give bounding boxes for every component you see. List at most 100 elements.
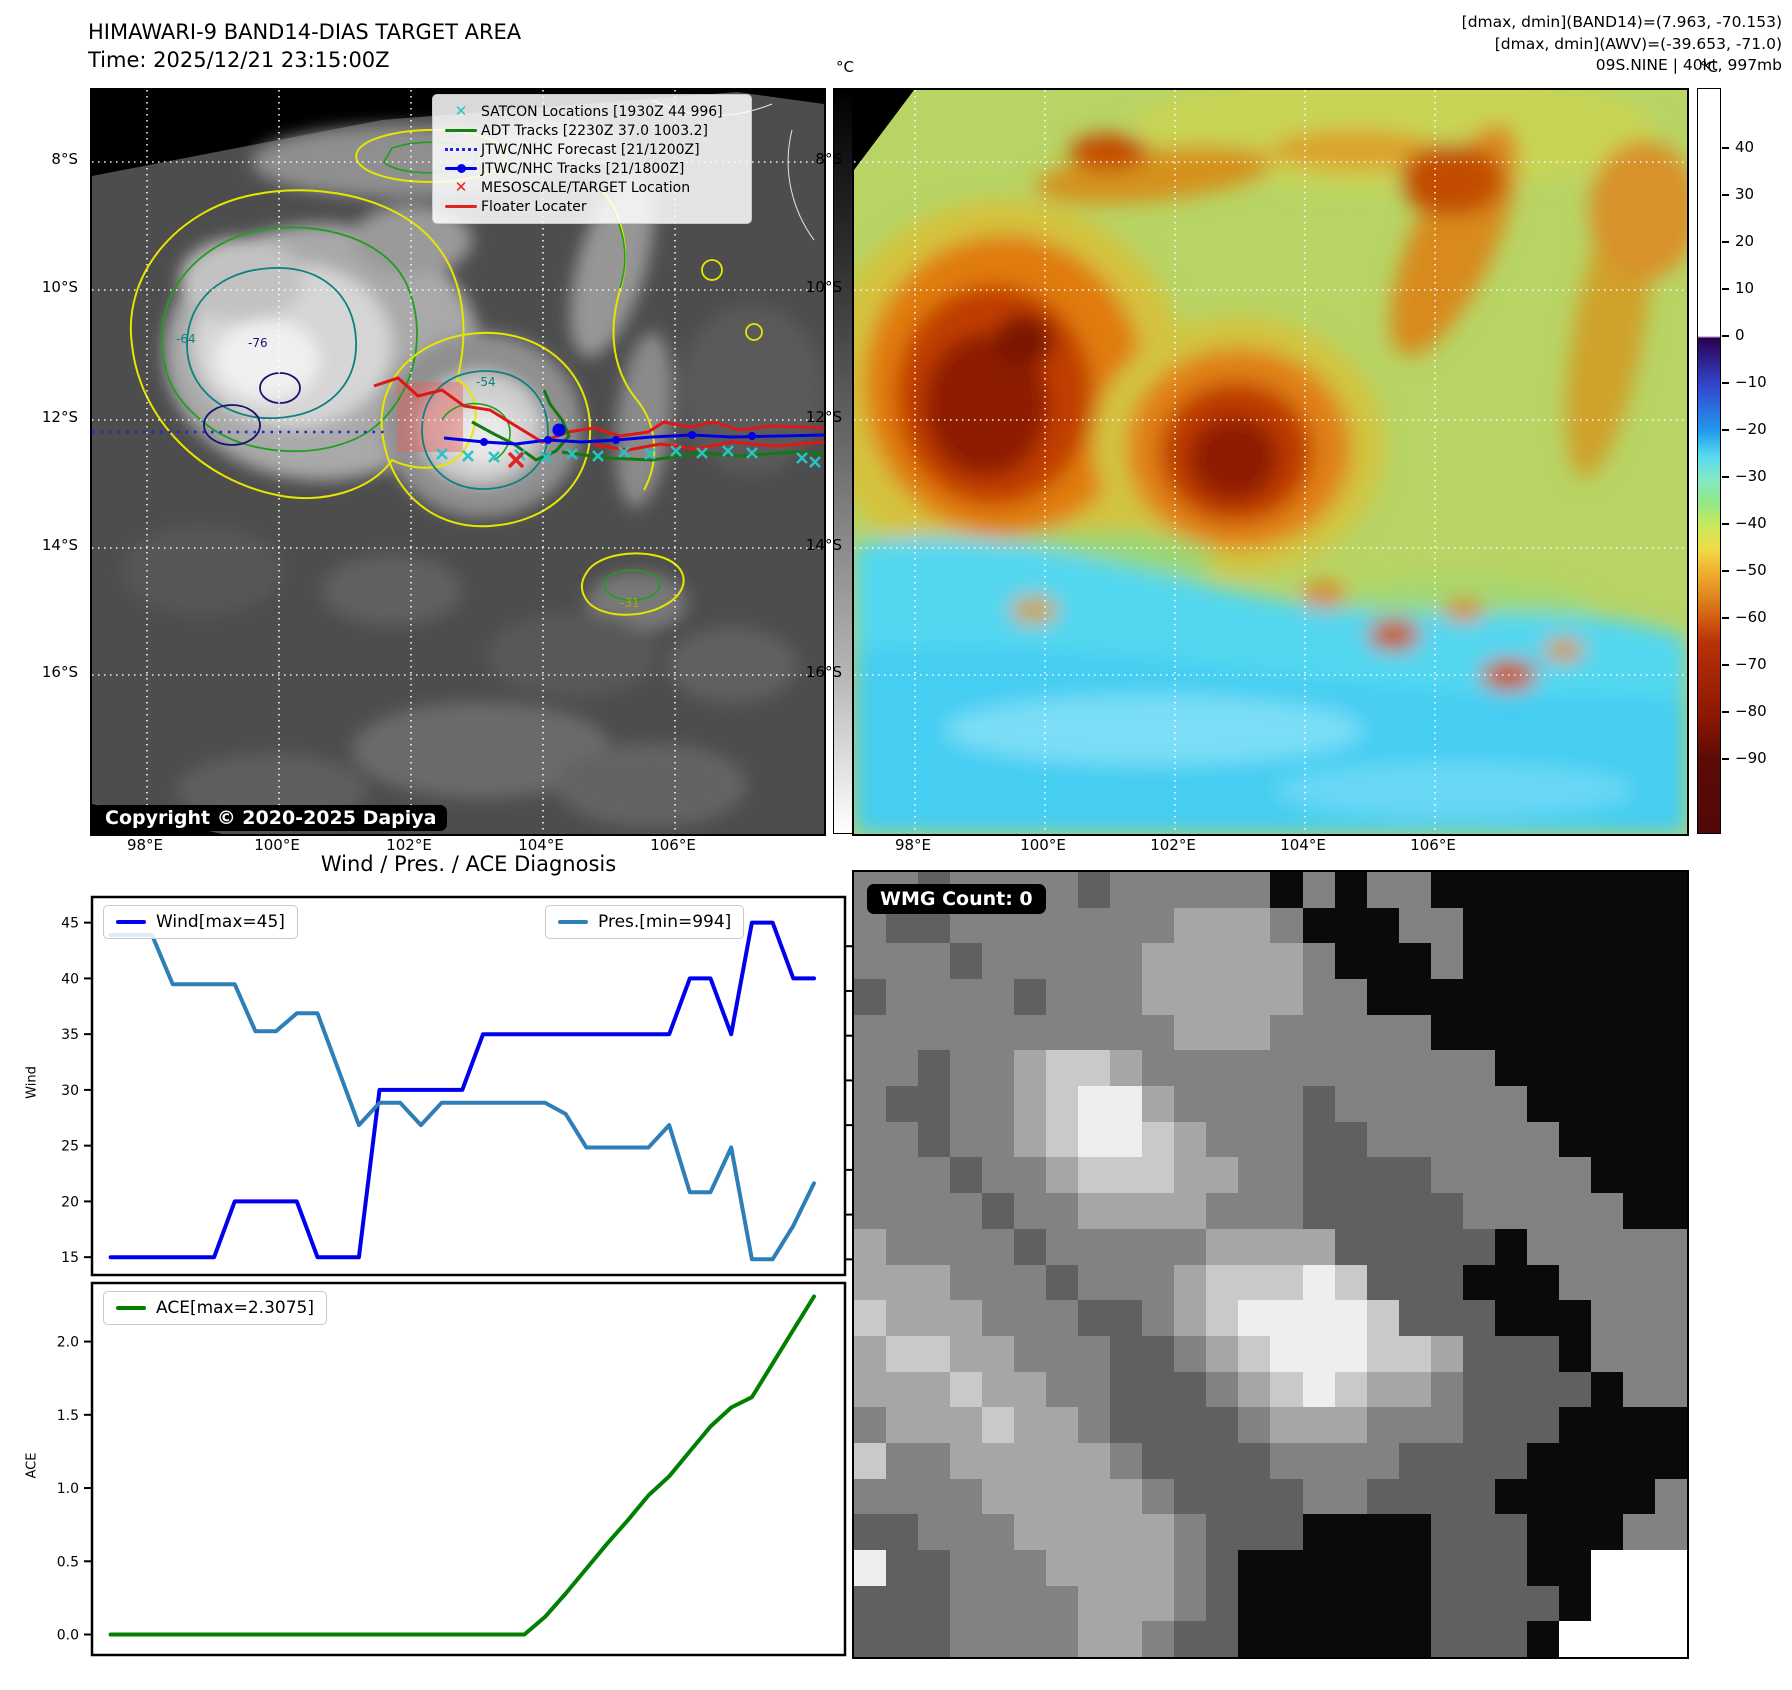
wmg-pixel-cell	[1078, 1121, 1111, 1158]
wmg-pixel-cell	[1526, 907, 1559, 944]
wmg-pixel-cell	[1622, 1442, 1655, 1479]
wmg-pixel-cell	[1078, 1264, 1111, 1301]
wmg-pixel-cell	[1046, 1228, 1079, 1265]
wmg-pixel-cell	[1654, 1442, 1687, 1479]
legend-item-satcon: ✕ SATCON Locations [1930Z 44 996]	[441, 102, 743, 121]
wmg-pixel-cell	[1110, 943, 1143, 980]
wmg-pixel-cell	[1622, 1549, 1655, 1586]
wmg-pixel-cell	[1110, 1514, 1143, 1550]
wmg-pixel-cell	[1014, 1264, 1047, 1301]
wmg-pixel-cell	[1654, 1193, 1687, 1229]
wmg-pixel-cell	[1494, 1264, 1527, 1301]
wmg-pixel-cell	[1206, 1050, 1239, 1087]
wmg-pixel-cell	[1270, 1300, 1303, 1336]
wmg-pixel-cell	[1046, 979, 1079, 1015]
wmg-pixel-cell	[950, 1086, 983, 1122]
wmg-pixel-cell	[1494, 1335, 1527, 1372]
wmg-pixel-cell	[1078, 1442, 1111, 1479]
wmg-pixel-cell	[1302, 1442, 1335, 1479]
wmg-pixel-cell	[1110, 1300, 1143, 1336]
wmg-pixel-cell	[1526, 1193, 1559, 1229]
wmg-pixel-cell	[1302, 1121, 1335, 1158]
legend-label: MESOSCALE/TARGET Location	[481, 179, 691, 196]
wmg-pixel-cell	[1142, 1014, 1175, 1051]
colorbar-tick-mark	[1722, 147, 1729, 149]
wmg-pixel-cell	[1238, 1300, 1271, 1336]
wmg-pixel-cell	[1174, 872, 1207, 908]
legend-item-mesoscale: ✕ MESOSCALE/TARGET Location	[441, 178, 743, 197]
colorbar-tick-mark	[1722, 335, 1729, 337]
wmg-pixel-cell	[982, 943, 1015, 980]
wmg-pixel-cell	[1558, 1407, 1591, 1443]
wmg-pixel-cell	[1494, 1228, 1527, 1265]
wmg-pixel-cell	[1334, 1014, 1367, 1051]
wmg-pixel-cell	[1462, 1121, 1495, 1158]
wmg-pixel-cell	[1238, 1264, 1271, 1301]
wmg-pixel-cell	[1110, 1407, 1143, 1443]
wmg-pixel-cell	[854, 1228, 887, 1265]
wmg-pixel-cell	[1206, 1086, 1239, 1122]
wmg-pixel-cell	[1174, 1585, 1207, 1622]
wmg-pixel-cell	[1110, 1014, 1143, 1051]
wmg-pixel-cell	[1462, 1549, 1495, 1586]
wmg-pixel-cell	[1430, 1514, 1463, 1550]
wmg-pixel-cell	[1110, 1050, 1143, 1087]
wmg-pixel-cell	[918, 1514, 951, 1550]
wmg-pixel-cell	[982, 1478, 1015, 1515]
wmg-pixel-cell	[950, 1121, 983, 1158]
wmg-pixel-cell	[1014, 1086, 1047, 1122]
wmg-pixel-cell	[1398, 1121, 1431, 1158]
wmg-pixel-cell	[950, 1300, 983, 1336]
wmg-pixel-cell	[1046, 1121, 1079, 1158]
wmg-pixel-cell	[1142, 1407, 1175, 1443]
wmg-pixel-cell	[1270, 1121, 1303, 1158]
wmg-pixel-cell	[1430, 1086, 1463, 1122]
wmg-pixel-cell	[1494, 1371, 1527, 1408]
wmg-pixel-cell	[1398, 1014, 1431, 1051]
wmg-pixel-cell	[1270, 943, 1303, 980]
wmg-pixel-cell	[1366, 1442, 1399, 1479]
wmg-pixel-cell	[1366, 1193, 1399, 1229]
wmg-pixel-cell	[1078, 1300, 1111, 1336]
wmg-pixel-cell	[1590, 1407, 1623, 1443]
wmg-pixel-cell	[1590, 1157, 1623, 1194]
wmg-pixel-cell	[1366, 1585, 1399, 1622]
wmg-pixel-cell	[1654, 1228, 1687, 1265]
band14-colorbar-unit: °C	[836, 58, 854, 76]
wmg-pixel-cell	[1398, 1228, 1431, 1265]
wmg-pixel-cell	[1590, 1228, 1623, 1265]
wmg-pixel-cell	[1046, 1264, 1079, 1301]
wmg-pixel-cell	[1590, 1514, 1623, 1550]
awv-colorbar-ticks: 40 30 20 10 0 −10 −20 −30 −40 −50 −60 −70 −80 −90	[1722, 88, 1782, 832]
wmg-pixel-cell	[1366, 1157, 1399, 1194]
axis-tick-label: 14°S	[41, 536, 78, 554]
pressure-line-icon	[558, 920, 588, 924]
wmg-pixel-cell	[1462, 907, 1495, 944]
ace-legend: ACE[max=2.3075]	[103, 1291, 327, 1325]
wmg-pixel-cell	[982, 1585, 1015, 1622]
wmg-pixel-cell	[1558, 907, 1591, 944]
wmg-pixel-cell	[1078, 1585, 1111, 1622]
wmg-pixel-cell	[1046, 1086, 1079, 1122]
wmg-pixel-cell	[1398, 1193, 1431, 1229]
wmg-pixel-cell	[982, 1086, 1015, 1122]
wmg-pixel-cell	[1366, 1121, 1399, 1158]
wmg-pixel-cell	[1430, 1193, 1463, 1229]
wmg-pixel-cell	[1142, 1442, 1175, 1479]
wmg-pixel-cell	[1366, 872, 1399, 908]
wmg-pixel-cell	[1558, 943, 1591, 980]
wmg-pixel-cell	[1366, 1014, 1399, 1051]
wmg-pixel-cell	[918, 1371, 951, 1408]
wmg-pixel-cell	[1110, 1621, 1143, 1657]
wmg-pixel-cell	[1494, 1193, 1527, 1229]
wmg-pixel-cell	[950, 1228, 983, 1265]
wmg-pixel-cell	[1142, 979, 1175, 1015]
wmg-pixel-cell	[1238, 1585, 1271, 1622]
wmg-pixel-cell	[1398, 1585, 1431, 1622]
wmg-pixel-cell	[1046, 1371, 1079, 1408]
wmg-pixel-cell	[1558, 1478, 1591, 1515]
wmg-pixel-cell	[1142, 1549, 1175, 1586]
colorbar-tick-mark	[1722, 194, 1729, 196]
wmg-pixel-cell	[1654, 907, 1687, 944]
